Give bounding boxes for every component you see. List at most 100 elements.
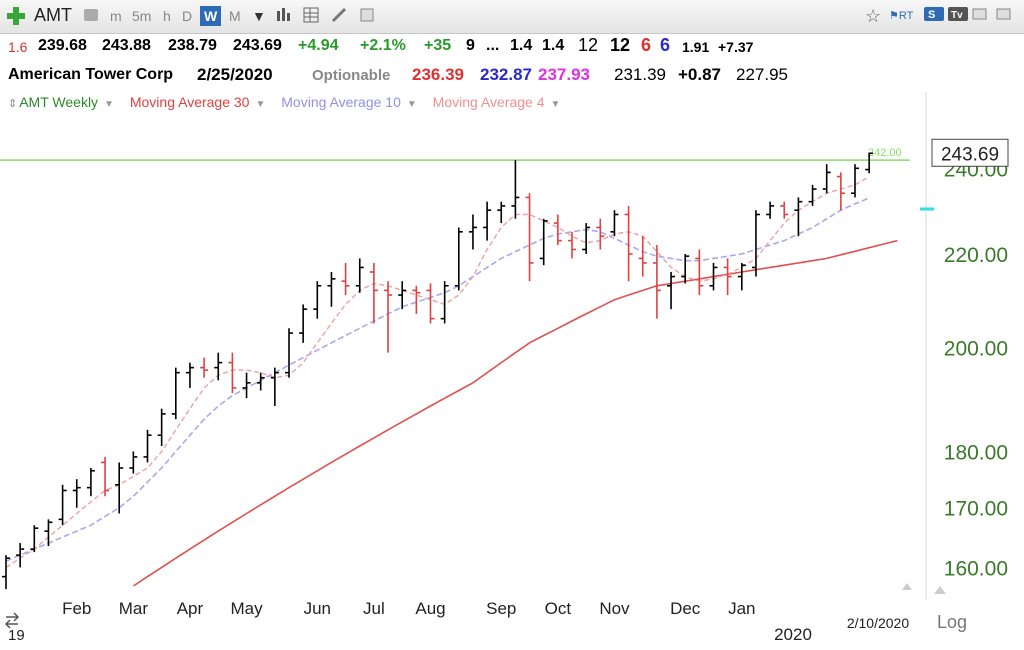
bar-style-icon[interactable] [275,6,293,26]
s-icon[interactable]: S [924,6,944,26]
ohlc-bar[interactable] [355,258,364,293]
chevron-down-icon[interactable]: ▼ [550,99,561,110]
ohlc-bar[interactable] [851,164,859,198]
ohlc-bar[interactable] [101,456,110,497]
ohlc-bar[interactable] [454,227,463,291]
ohlc-bar[interactable] [270,367,279,407]
ohlc-bar[interactable] [624,205,633,282]
ohlc-bar[interactable] [86,467,95,497]
ohlc-bar[interactable] [426,283,435,324]
legend-ma10[interactable]: Moving Average 10 [281,94,401,110]
ohlc-bar[interactable] [313,281,322,319]
ohlc-bar[interactable] [384,281,393,353]
sort-icon[interactable]: ⇕ [8,98,18,110]
ohlc-bar[interactable] [412,285,421,314]
ohlc-bar[interactable] [2,555,10,590]
ohlc-bar[interactable] [157,408,166,446]
ohlc-bar[interactable] [483,201,492,241]
ohlc-bar[interactable] [369,262,378,324]
star-icon[interactable]: ☆ [865,6,882,26]
period-h[interactable]: h [163,8,171,24]
ohlc-bar[interactable] [780,201,789,219]
ohlc-bar[interactable] [285,328,293,378]
legend-ma4[interactable]: Moving Average 4 [432,94,545,110]
y-tick-label: 200.00 [944,338,1008,361]
ohlc-bar[interactable] [16,543,25,568]
log-scale-toggle[interactable]: Log [937,612,967,632]
quote-row: 1.6 239.68 243.88 238.79 243.69 +4.94 +2… [0,35,1024,59]
y-tick-label: 220.00 [944,244,1008,267]
period-5m[interactable]: 5m [132,8,152,24]
ohlc-bar[interactable] [440,281,449,324]
window-icon[interactable] [972,6,988,26]
quote-value-1: +35 [424,37,452,54]
ohlc-bar[interactable] [723,258,732,296]
table-icon[interactable] [302,6,320,26]
ohlc-bar[interactable] [681,253,690,284]
ohlc-bar[interactable] [794,197,803,237]
period-w[interactable]: W [200,6,222,26]
ohlc-bar[interactable] [808,184,817,206]
ohlc-bar[interactable] [44,519,53,547]
ohlc-bar[interactable] [525,193,534,282]
ohlc-bar[interactable] [256,372,265,391]
chart-legend: ⇕ AMT Weekly ▼ Moving Average 30 ▼ Moving A… [8,94,566,110]
legend-ma30[interactable]: Moving Average 30 [129,94,250,110]
ohlc-bar[interactable] [171,367,180,420]
ohlc-bar[interactable] [228,352,237,394]
ohlc-bar[interactable] [143,429,152,463]
ohlc-bar[interactable] [652,245,661,319]
ohlc-bar[interactable] [200,357,209,378]
ohlc-bar[interactable] [539,218,548,266]
ohlc-bar[interactable] [341,262,350,296]
ohlc-bar[interactable] [242,372,251,399]
ohlc-bar[interactable] [667,271,676,310]
ohlc-bar[interactable] [568,231,576,259]
ohlc-bar[interactable] [553,214,562,246]
ohlc-bar[interactable] [398,281,407,310]
ohlc-bar[interactable] [58,484,67,526]
ohlc-bar[interactable] [582,223,591,254]
ohlc-bar[interactable] [327,271,336,307]
ohlc-bar[interactable] [865,152,874,174]
ohlc-bar[interactable] [766,201,775,219]
scroll-icon[interactable] [82,6,100,26]
ohlc-bar[interactable] [185,362,194,388]
pencil-icon[interactable] [330,6,348,26]
ohlc-bar[interactable] [737,262,746,291]
chevron-down-icon[interactable]: ▼ [255,99,266,110]
ohlc-bar[interactable] [695,249,704,296]
period-m[interactable]: m [110,8,122,24]
period-m-monthly[interactable]: M [229,8,241,24]
ohlc-bar[interactable] [299,304,308,343]
note-icon[interactable] [358,6,376,26]
ohlc-bar[interactable] [610,210,619,237]
legend-symbol[interactable]: AMT Weekly [19,94,99,110]
ohlc-bar[interactable] [497,201,506,224]
period-d[interactable]: D [182,8,193,24]
close-window-icon[interactable] [996,6,1012,26]
ohlc-bar[interactable] [30,525,39,553]
tv-icon[interactable]: Tv [948,6,968,26]
plus-icon[interactable] [7,7,25,25]
ohlc-bar[interactable] [751,210,760,277]
ohlc-bar[interactable] [822,164,831,194]
ohlc-bar[interactable] [129,451,138,474]
ma10-line [5,197,870,562]
ohlc-bar[interactable] [638,236,647,277]
chevron-down-icon[interactable]: ▼ [104,99,114,110]
rt-flag-icon[interactable]: ⚑RT [889,10,914,22]
ohlc-bar[interactable] [468,214,477,250]
ohlc-bar[interactable] [836,172,845,211]
ohlc-bar[interactable] [511,160,520,219]
ohlc-bar[interactable] [72,479,81,508]
chevron-down-icon[interactable]: ▼ [406,99,417,110]
ticker-symbol[interactable]: AMT [34,5,72,25]
ohlc-bar[interactable] [596,218,605,250]
ohlc-bar[interactable] [115,462,124,514]
x-tick-label: Jan [728,599,755,618]
chevron-down-icon[interactable]: ▼ [252,8,266,24]
ohlc-bar[interactable] [709,262,718,291]
ohlc-bar[interactable] [214,352,223,381]
